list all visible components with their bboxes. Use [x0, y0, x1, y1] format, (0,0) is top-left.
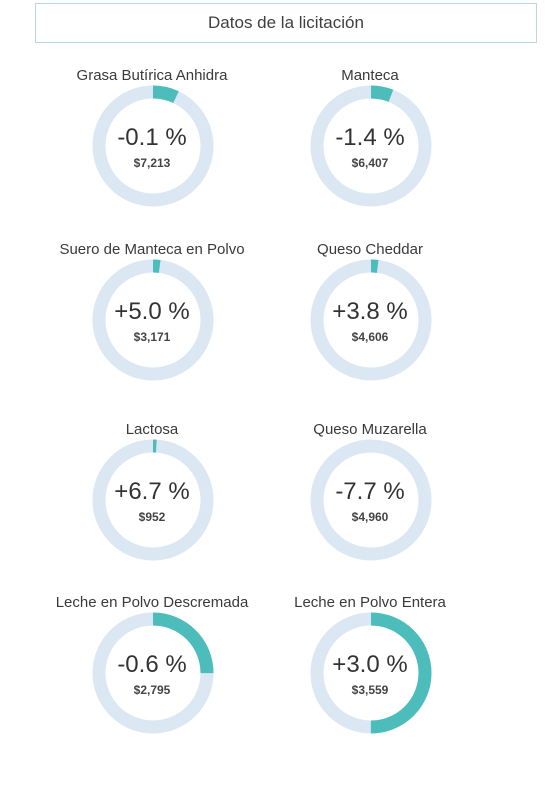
donut-svg: [310, 439, 432, 561]
product-card-suero-de-manteca-en-polvo: Suero de Manteca en Polvo +5.0 % $3,171: [32, 241, 272, 416]
change-percent: -0.6 %: [117, 651, 187, 678]
product-name: Leche en Polvo Descremada: [55, 594, 249, 611]
donut-chart: [310, 259, 432, 381]
product-name: Queso Cheddar: [317, 241, 423, 258]
donut-arc: [310, 259, 432, 381]
donut-svg: [92, 439, 214, 561]
product-name: Grasa Butírica Anhidra: [76, 67, 228, 84]
donut-arc: [310, 85, 432, 207]
donut-arc: [92, 259, 214, 381]
donut-arc: [310, 612, 432, 734]
product-name: Queso Muzarella: [313, 421, 427, 438]
product-name: Leche en Polvo Entera: [294, 594, 446, 611]
donut-chart: [92, 259, 214, 381]
donut-arc: [92, 85, 214, 207]
donut-chart: [310, 85, 432, 207]
product-name: Suero de Manteca en Polvo: [59, 241, 245, 258]
product-name: Manteca: [341, 67, 399, 84]
product-card-queso-cheddar: Queso Cheddar +3.8 % $4,606: [250, 241, 490, 416]
donut-arc: [92, 612, 214, 734]
price-value: $3,559: [351, 683, 389, 697]
page-title: Datos de la licitación: [208, 13, 364, 32]
donut-chart: [310, 612, 432, 734]
change-percent: +6.7 %: [114, 478, 190, 505]
price-value: $4,960: [351, 510, 389, 524]
donut-chart: [92, 439, 214, 561]
product-card-manteca: Manteca -1.4 % $6,407: [250, 67, 490, 242]
price-value: $952: [138, 510, 166, 524]
price-value: $2,795: [133, 683, 171, 697]
donut-svg: [92, 85, 214, 207]
product-card-leche-en-polvo-descremada: Leche en Polvo Descremada -0.6 % $2,795: [32, 594, 272, 769]
change-percent: +3.0 %: [332, 651, 408, 678]
donut-svg: [92, 612, 214, 734]
donut-chart: [310, 439, 432, 561]
donut-chart: [92, 612, 214, 734]
price-value: $4,606: [351, 330, 389, 344]
page-header: Datos de la licitación: [35, 3, 537, 43]
change-percent: -1.4 %: [335, 124, 405, 151]
product-card-leche-en-polvo-entera: Leche en Polvo Entera +3.0 % $3,559: [250, 594, 490, 769]
product-name: Lactosa: [125, 421, 179, 438]
product-card-lactosa: Lactosa +6.7 % $952: [32, 421, 272, 596]
donut-chart: [92, 85, 214, 207]
donut-svg: [310, 85, 432, 207]
donut-track: [310, 439, 432, 561]
change-percent: -0.1 %: [117, 124, 187, 151]
donut-svg: [92, 259, 214, 381]
donut-arc: [92, 439, 214, 561]
donut-svg: [310, 259, 432, 381]
price-value: $6,407: [351, 156, 389, 170]
price-value: $7,213: [133, 156, 171, 170]
price-value: $3,171: [133, 330, 171, 344]
donut-svg: [310, 612, 432, 734]
change-percent: +3.8 %: [332, 298, 408, 325]
product-card-queso-muzarella: Queso Muzarella -7.7 % $4,960: [250, 421, 490, 596]
change-percent: +5.0 %: [114, 298, 190, 325]
product-card-grasa-butirica-anhidra: Grasa Butírica Anhidra -0.1 % $7,213: [32, 67, 272, 242]
change-percent: -7.7 %: [335, 478, 405, 505]
